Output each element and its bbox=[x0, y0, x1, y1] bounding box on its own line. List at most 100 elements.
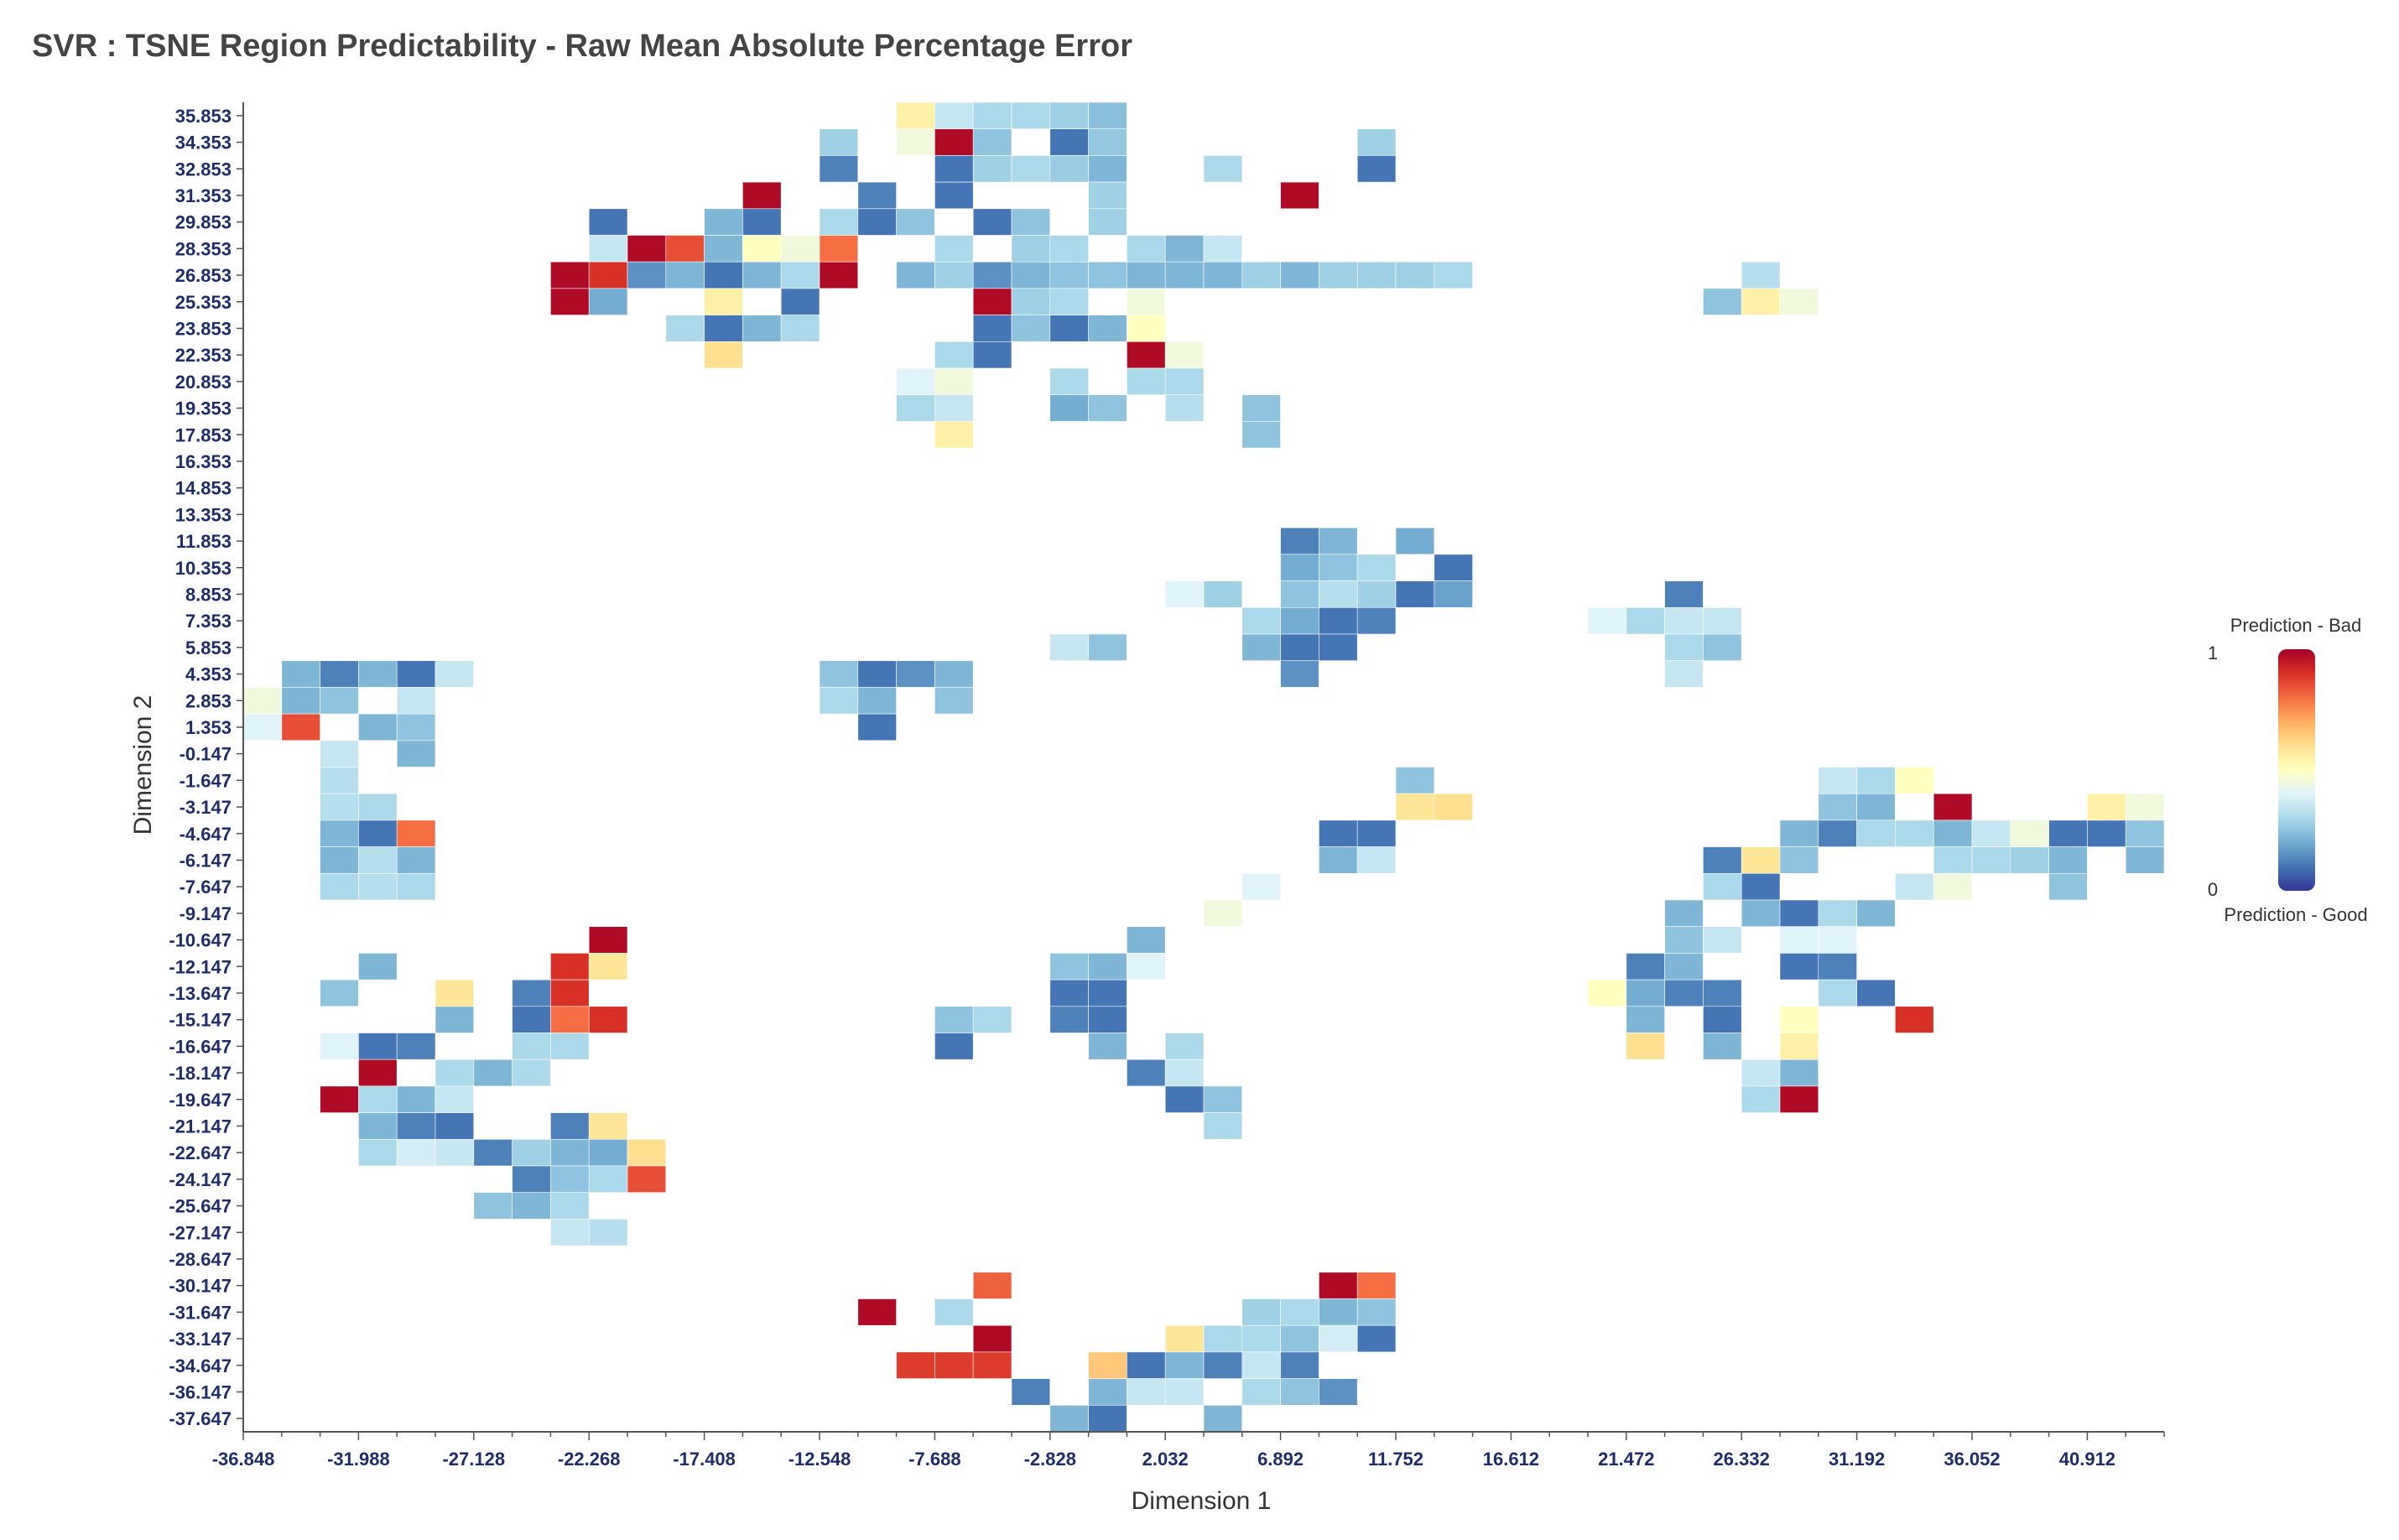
y-tick-label: 7.353 bbox=[185, 611, 232, 632]
heatmap-cell bbox=[1779, 926, 1819, 954]
heatmap-cell bbox=[1703, 1006, 1742, 1033]
heatmap-cell bbox=[2125, 846, 2165, 874]
heatmap-cell bbox=[972, 155, 1012, 183]
heatmap-cell bbox=[1203, 261, 1243, 289]
heatmap-cell bbox=[896, 367, 935, 396]
y-tick-label: 16.353 bbox=[175, 451, 232, 472]
heatmap-cell bbox=[512, 1139, 551, 1167]
x-tick-label: -7.688 bbox=[908, 1449, 960, 1470]
heatmap-cell bbox=[396, 1112, 436, 1140]
heatmap-cell bbox=[665, 261, 705, 289]
heatmap-cell bbox=[1356, 155, 1397, 183]
heatmap-cell bbox=[1088, 315, 1127, 342]
heatmap-cell bbox=[1011, 1378, 1051, 1406]
y-tick-label: -21.147 bbox=[169, 1116, 232, 1137]
heatmap-cell bbox=[934, 1351, 974, 1379]
y-tick-label: 5.853 bbox=[185, 637, 232, 658]
heatmap-cell bbox=[1011, 315, 1051, 342]
heatmap-cell bbox=[1664, 580, 1704, 608]
heatmap-cell bbox=[1280, 527, 1319, 555]
heatmap-cell bbox=[972, 1272, 1012, 1299]
heatmap-cell bbox=[627, 1139, 667, 1167]
heatmap-cell bbox=[1280, 554, 1319, 581]
heatmap-cell bbox=[1280, 606, 1319, 635]
heatmap-cell bbox=[1127, 261, 1166, 289]
x-tick-label: 16.612 bbox=[1483, 1449, 1539, 1470]
heatmap-cell bbox=[1127, 1351, 1166, 1379]
heatmap-cell bbox=[1241, 394, 1281, 422]
heatmap-cell bbox=[1356, 819, 1397, 847]
heatmap-cell bbox=[1049, 953, 1089, 981]
x-tick-label: -22.268 bbox=[558, 1449, 621, 1470]
y-tick-label: -6.147 bbox=[180, 850, 232, 871]
y-tick-label: 20.853 bbox=[175, 372, 232, 393]
heatmap-cell bbox=[1164, 1378, 1205, 1406]
heatmap-cell bbox=[1241, 606, 1281, 635]
y-tick-label: -1.647 bbox=[180, 770, 232, 791]
y-tick-label: 14.853 bbox=[175, 478, 232, 499]
heatmap-cell bbox=[320, 740, 359, 767]
heatmap-cell bbox=[1049, 235, 1089, 263]
heatmap-cell bbox=[1856, 767, 1896, 794]
y-tick-label: 8.853 bbox=[185, 584, 232, 605]
heatmap-cell bbox=[1434, 554, 1473, 581]
heatmap-cell bbox=[780, 315, 820, 342]
heatmap-cell bbox=[281, 687, 320, 715]
heatmap-cell bbox=[1664, 953, 1704, 981]
heatmap-cell bbox=[934, 660, 974, 688]
heatmap-cell bbox=[1779, 953, 1819, 981]
heatmap-cell bbox=[1895, 819, 1934, 847]
heatmap-cell bbox=[972, 288, 1012, 315]
heatmap-cell bbox=[1203, 899, 1243, 928]
y-tick-label: 19.353 bbox=[175, 398, 232, 419]
heatmap-cell bbox=[358, 873, 398, 901]
heatmap-cell bbox=[1088, 155, 1127, 183]
heatmap-cell bbox=[588, 288, 628, 315]
heatmap-cell bbox=[1395, 261, 1435, 289]
heatmap-cell bbox=[1127, 235, 1166, 263]
heatmap-cell bbox=[1164, 1085, 1205, 1113]
heatmap-cell bbox=[2125, 819, 2165, 847]
heatmap-cell bbox=[1319, 633, 1358, 662]
heatmap-cell bbox=[1319, 1324, 1358, 1353]
heatmap-cell bbox=[1164, 261, 1205, 289]
heatmap-cell bbox=[934, 1006, 974, 1033]
heatmap-cell bbox=[627, 261, 667, 289]
heatmap-cell bbox=[396, 819, 436, 847]
heatmap-cell bbox=[1434, 580, 1473, 608]
heatmap-cell bbox=[396, 1085, 436, 1113]
heatmap-cell bbox=[2087, 793, 2126, 821]
heatmap-cell bbox=[1088, 261, 1127, 289]
chart-title: SVR : TSNE Region Predictability - Raw M… bbox=[32, 29, 1132, 64]
heatmap-cell bbox=[1395, 580, 1435, 608]
heatmap-cell bbox=[1203, 580, 1243, 608]
heatmap-cell bbox=[473, 1139, 513, 1167]
heatmap-cell bbox=[435, 1006, 475, 1033]
heatmap-cell bbox=[934, 155, 974, 183]
heatmap-cell bbox=[934, 421, 974, 449]
heatmap-cell bbox=[1818, 953, 1857, 981]
heatmap-cell bbox=[358, 1059, 398, 1087]
heatmap-cell bbox=[2048, 873, 2088, 901]
heatmap-cell bbox=[857, 1298, 897, 1326]
heatmap-cell bbox=[1164, 580, 1205, 608]
heatmap-cell bbox=[1395, 793, 1435, 821]
heatmap-cell bbox=[1049, 261, 1089, 289]
heatmap-cell bbox=[934, 235, 974, 263]
heatmap-cell bbox=[512, 1006, 551, 1033]
heatmap-cell bbox=[1049, 288, 1089, 315]
heatmap-cell bbox=[704, 208, 743, 236]
heatmap-cell bbox=[1127, 288, 1166, 315]
heatmap-cell bbox=[2125, 793, 2165, 821]
y-tick-label: 31.353 bbox=[175, 185, 232, 206]
heatmap-cell bbox=[896, 394, 935, 422]
heatmap-cell bbox=[1779, 1006, 1819, 1033]
heatmap-cell bbox=[435, 1059, 475, 1087]
y-tick-label: -33.147 bbox=[169, 1329, 232, 1350]
heatmap-cell bbox=[1241, 1351, 1281, 1379]
y-tick-label: 2.853 bbox=[185, 690, 232, 711]
heatmap-cell bbox=[1319, 1378, 1358, 1406]
heatmap-cell bbox=[1356, 1298, 1397, 1326]
y-tick-label: -22.647 bbox=[169, 1142, 232, 1163]
heatmap-cell bbox=[1011, 288, 1051, 315]
